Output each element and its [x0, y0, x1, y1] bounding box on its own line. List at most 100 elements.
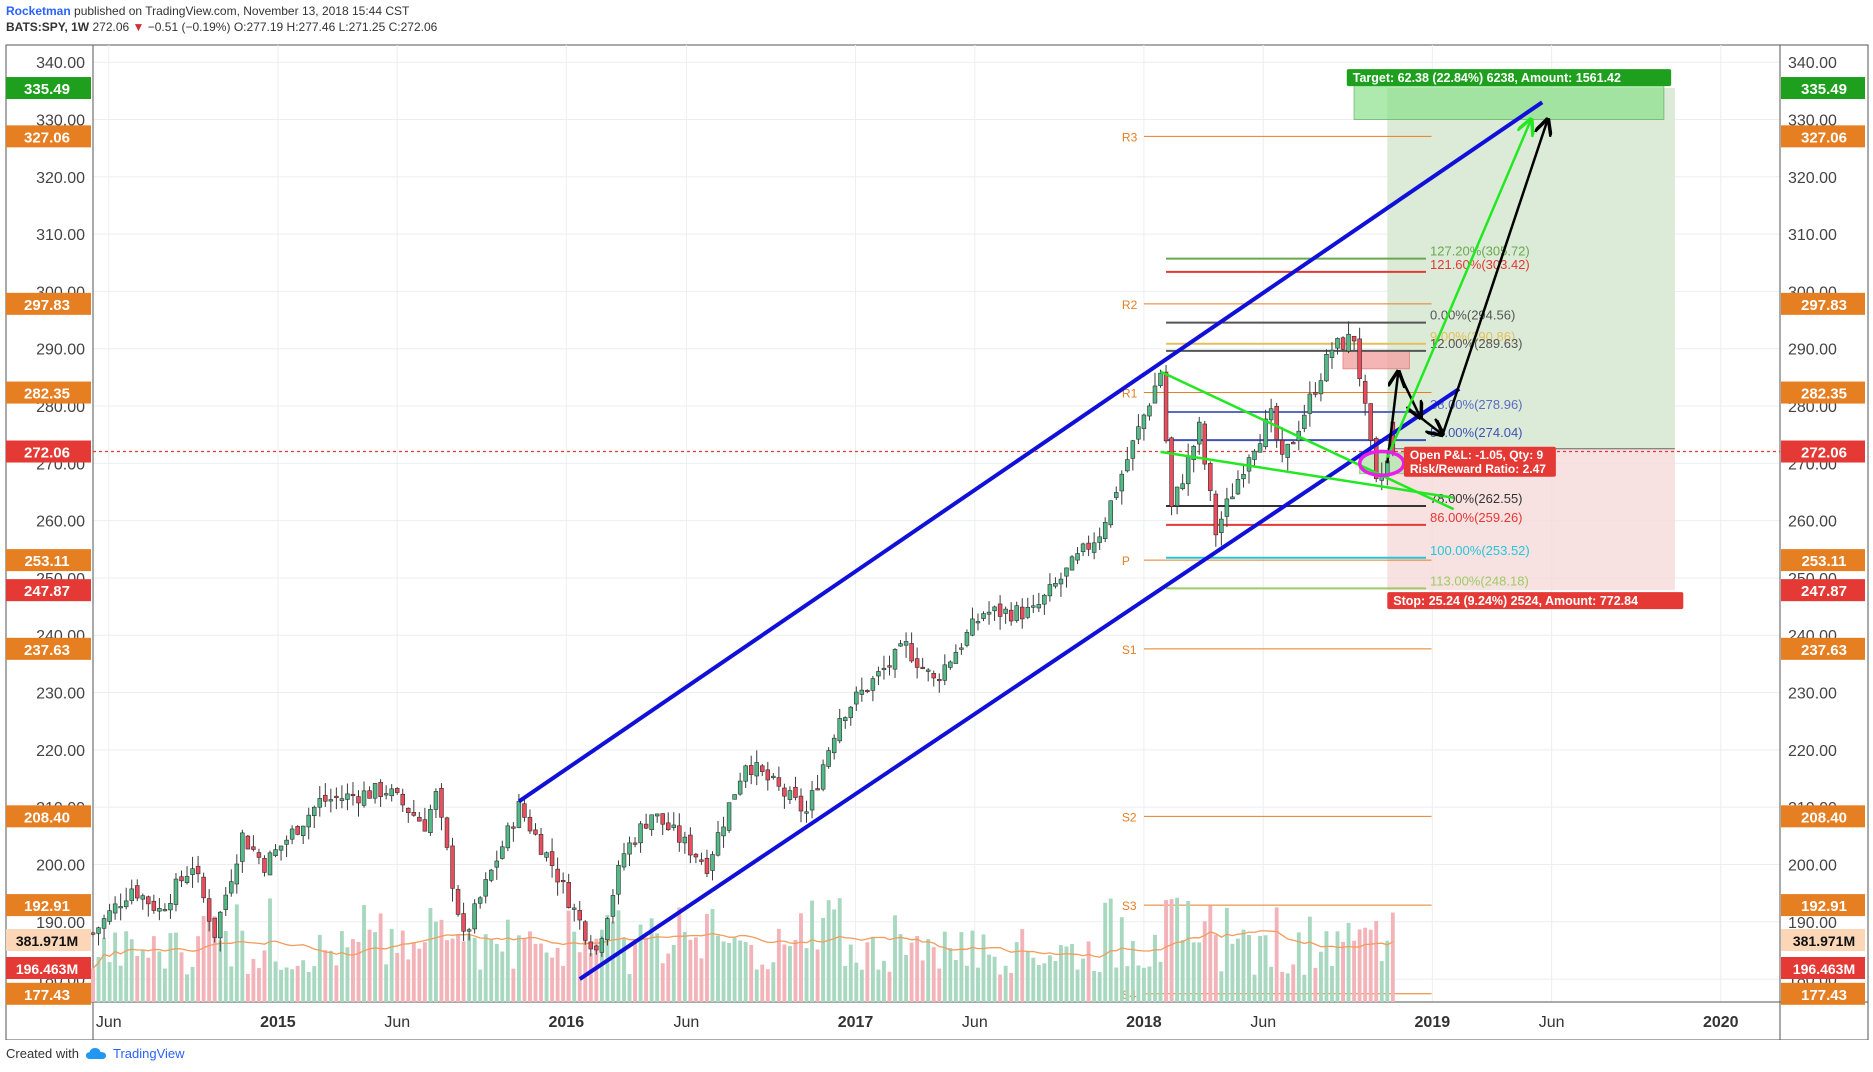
x-tick-label: 2018 — [1126, 1014, 1162, 1031]
candle-up — [1180, 483, 1185, 490]
volume-bar — [887, 971, 892, 1002]
candle-up — [820, 764, 826, 790]
volume-bar — [251, 958, 256, 1002]
candle-up — [1102, 522, 1108, 539]
candle-up — [1324, 354, 1329, 382]
volume-bar — [544, 952, 549, 1002]
candle-up — [328, 799, 334, 802]
right-axis-badges: 335.49 335.49 327.06 327.06 297.83 297.83 282.… — [6, 77, 1865, 1005]
volume-badge-label-left: 196.463M — [16, 961, 78, 977]
candle-up — [715, 832, 721, 856]
axis-badge-left — [6, 579, 91, 602]
candle-up — [1241, 474, 1246, 480]
axis-badge — [1781, 894, 1865, 917]
candle-up — [466, 929, 472, 932]
candle-up — [599, 938, 605, 953]
volume-bar — [1385, 940, 1390, 1002]
candle-down — [776, 777, 782, 787]
candle-down — [411, 812, 417, 816]
candle-up — [96, 927, 101, 934]
volume-badge-label: 381.971M — [1793, 933, 1855, 949]
volume-bar — [649, 918, 654, 1002]
candle-down — [865, 689, 870, 693]
candle-down — [417, 816, 422, 822]
volume-bar — [124, 931, 129, 1002]
volume-bar — [1147, 966, 1152, 1002]
candle-down — [90, 932, 96, 935]
volume-bar — [893, 915, 897, 1002]
volume-bar — [987, 954, 991, 1002]
volume-bar — [1031, 957, 1036, 1002]
volume-bar — [1164, 900, 1168, 1002]
candle-up — [959, 647, 964, 650]
candle-up — [173, 878, 179, 905]
volume-bar — [953, 959, 958, 1002]
volume-bar — [522, 938, 527, 1002]
volume-badge — [1781, 929, 1865, 951]
candle-down — [549, 851, 555, 867]
candle-up — [1191, 445, 1196, 460]
volume-bar — [682, 931, 687, 1002]
fib-label: 9.00%(290.86) — [1430, 329, 1515, 344]
volume-bar — [1020, 929, 1025, 1002]
volume-bar — [1103, 902, 1108, 1002]
candle-up — [1003, 608, 1008, 614]
volume-bar — [1236, 938, 1240, 1002]
axis-badge-label: 272.06 — [1801, 445, 1847, 462]
volume-badge-left — [6, 957, 91, 979]
volume-bar — [240, 930, 245, 1002]
candle-down — [450, 845, 455, 889]
symbol-label[interactable]: BATS:SPY, 1W — [6, 20, 90, 34]
volume-bar — [528, 931, 532, 1002]
candle-up — [809, 790, 815, 811]
volume-bar — [140, 949, 145, 1002]
x-tick-label: 2020 — [1703, 1014, 1739, 1031]
volume-bar — [1296, 932, 1301, 1002]
volume-badge-left — [6, 929, 91, 951]
candle-down — [378, 782, 383, 798]
x-tick-label: 2016 — [549, 1014, 585, 1031]
candle-down — [699, 859, 704, 862]
tradingview-link[interactable]: TradingView — [112, 1046, 185, 1061]
volume-bar — [837, 898, 842, 1002]
volume-bar — [588, 953, 593, 1002]
y-tick-label-left: 340.00 — [36, 55, 85, 72]
price-chart[interactable]: 180.00180.00190.00190.00200.00200.00210.… — [0, 0, 1873, 1040]
volume-bar — [1324, 931, 1329, 1002]
candle-down — [765, 769, 771, 781]
y-tick-label-left: 320.00 — [36, 170, 85, 187]
candle-down — [748, 765, 754, 775]
volume-bar — [688, 939, 693, 1002]
volume-bar — [367, 929, 372, 1002]
volume-bar — [328, 950, 333, 1002]
volume-bar — [765, 969, 770, 1002]
volume-bar — [1136, 965, 1141, 1002]
candle-up — [964, 632, 970, 646]
volume-bar — [96, 956, 101, 1002]
candle-up — [1047, 584, 1053, 597]
volume-bar — [356, 941, 361, 1002]
volume-bar — [378, 913, 383, 1002]
candle-down — [560, 880, 566, 883]
candle-down — [1202, 423, 1207, 465]
candle-up — [710, 854, 715, 871]
volume-bar — [1379, 961, 1384, 1002]
candle-up — [1268, 408, 1274, 421]
y-tick-label-right: 290.00 — [1788, 342, 1837, 359]
volume-bar — [555, 947, 560, 1002]
candle-up — [986, 611, 992, 615]
author-name[interactable]: Rocketman — [6, 4, 71, 18]
last-price: 272.06 — [92, 20, 130, 34]
candle-up — [975, 621, 981, 624]
candle-up — [472, 903, 477, 930]
candle-down — [256, 852, 262, 858]
volume-bar — [389, 928, 394, 1002]
volume-bar — [290, 969, 295, 1002]
y-tick-label-left: 260.00 — [36, 514, 85, 531]
candle-up — [1335, 338, 1340, 349]
candle-down — [394, 788, 400, 793]
projection-arrow-green — [1386, 119, 1531, 459]
candle-down — [798, 795, 804, 812]
volume-bar — [262, 950, 267, 1002]
